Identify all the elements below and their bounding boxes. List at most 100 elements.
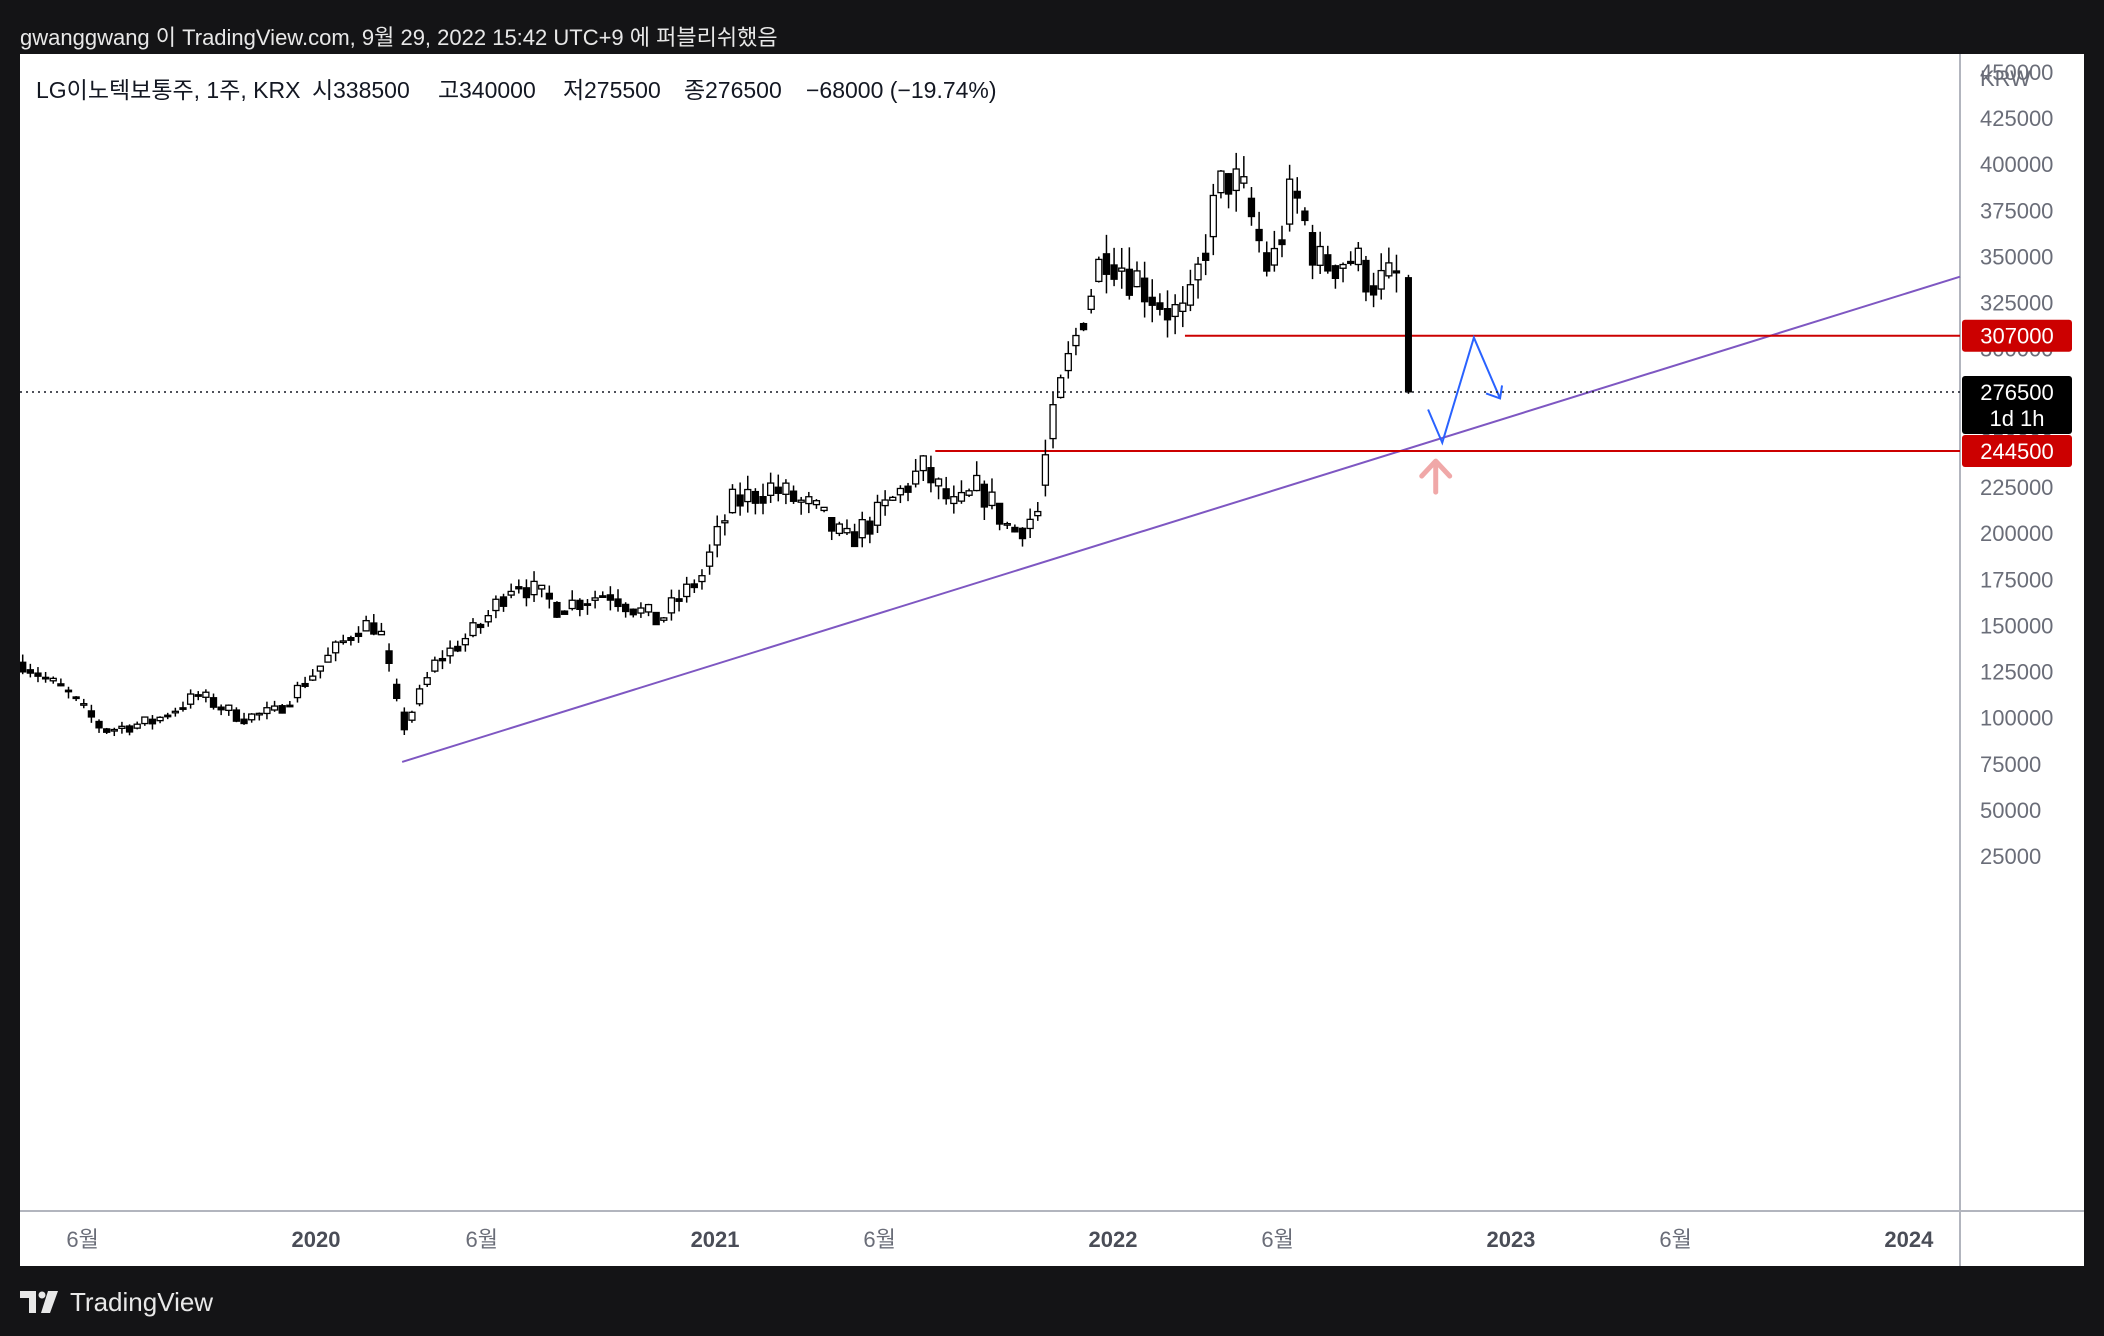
overlay-layer[interactable]: [20, 334, 1960, 495]
bar-timer-label: 1d 1h: [1989, 406, 2044, 431]
candle-body: [1102, 253, 1111, 275]
y-tick-label: 225000: [1980, 475, 2053, 500]
y-tick-label: 425000: [1980, 106, 2053, 131]
candle-body: [736, 494, 744, 507]
candle-body: [522, 587, 531, 599]
candle-body: [1285, 178, 1294, 225]
candle-body: [621, 603, 630, 613]
legend-change: −68000 (−19.74%): [806, 77, 997, 103]
candle-body: [828, 517, 836, 532]
y-tick-label: 125000: [1980, 660, 2053, 685]
candle-body: [1247, 197, 1256, 218]
candle-body: [690, 583, 698, 589]
candle-body: [858, 518, 866, 539]
candle-body: [950, 496, 958, 505]
candle-body: [431, 659, 439, 672]
candle-body: [789, 490, 798, 502]
candle-body: [415, 688, 424, 705]
candle-body: [1156, 302, 1164, 310]
candle-body: [667, 597, 676, 614]
candle-body: [850, 531, 859, 548]
candle-body: [1148, 296, 1156, 306]
x-tick-label: 2022: [1089, 1227, 1138, 1252]
candle-body: [759, 496, 767, 504]
candle-body: [988, 491, 996, 507]
candle-body: [1026, 518, 1034, 530]
candle-body: [1171, 304, 1179, 318]
candle-body: [934, 478, 943, 487]
candle-body: [194, 694, 202, 697]
candle-body: [1217, 170, 1225, 194]
x-tick-label: 6월: [66, 1227, 98, 1252]
candle-body: [1018, 527, 1027, 540]
candle-body: [507, 590, 515, 596]
candle-body: [87, 710, 96, 718]
candle-body: [751, 490, 760, 504]
x-tick-label: 6월: [1659, 1227, 1691, 1252]
candle-body: [805, 496, 813, 505]
candle-body: [835, 523, 843, 535]
candle-body: [454, 645, 462, 652]
y-tick-label: 325000: [1980, 291, 2053, 316]
candle-body: [20, 661, 27, 673]
candle-body: [26, 669, 34, 674]
price-chart[interactable]: KRW 25000 50000 75000 100000 125000 150000 175…: [20, 54, 2084, 1266]
candle-body: [492, 598, 500, 612]
candle-body: [1339, 263, 1347, 269]
candle-body: [171, 710, 180, 714]
candle-body: [72, 696, 80, 700]
candle-body: [95, 720, 103, 729]
candle-body: [576, 599, 584, 610]
candle-body: [797, 499, 805, 503]
y-tick-label: 375000: [1980, 198, 2053, 223]
candle-body: [1140, 277, 1149, 303]
candle-body: [873, 501, 882, 526]
level-badge-label: 307000: [1980, 324, 2053, 349]
candle-body: [1347, 260, 1355, 265]
candle-body: [1072, 334, 1080, 347]
candle-body: [110, 728, 118, 732]
tradingview-logo[interactable]: TradingView: [20, 1286, 213, 1318]
candle-body: [263, 707, 271, 715]
y-tick-label: 175000: [1980, 567, 2053, 592]
candle-body: [1087, 295, 1095, 311]
candle-body: [1232, 168, 1240, 192]
candle-body: [301, 682, 309, 687]
tradingview-brand: TradingView: [70, 1286, 214, 1317]
candle-body: [148, 718, 157, 725]
candle-body: [1179, 302, 1187, 313]
candle-body: [393, 683, 401, 700]
legend-open: 338500: [333, 77, 410, 103]
candle-body: [545, 592, 553, 600]
candle-body: [896, 487, 905, 496]
candle-body: [1270, 247, 1279, 266]
candle-body: [484, 615, 492, 623]
candle-body: [1064, 352, 1072, 372]
candle-body: [400, 711, 408, 731]
candle-body: [942, 488, 950, 500]
candle-body: [270, 705, 279, 711]
candle-body: [1011, 526, 1019, 533]
candle-body: [1354, 247, 1362, 266]
candle-body: [339, 640, 347, 644]
candle-body: [515, 586, 523, 590]
y-tick-label: 100000: [1980, 706, 2053, 731]
candle-body: [1316, 245, 1324, 266]
candle-body: [644, 603, 653, 613]
candle-body: [1202, 252, 1210, 261]
legend-close: 276500: [705, 77, 782, 103]
candle-body: [782, 482, 790, 495]
x-tick-label: 2021: [691, 1227, 740, 1252]
chart-frame[interactable]: KRW 25000 50000 75000 100000 125000 150000 175…: [20, 54, 2084, 1266]
drawings-layer[interactable]: [401, 275, 1961, 763]
candle-body: [331, 641, 340, 654]
candle-body: [1049, 404, 1057, 440]
x-tick-label: 6월: [863, 1227, 895, 1252]
y-tick-label: 200000: [1980, 521, 2053, 546]
publish-header: gwanggwang 이 TradingView.com, 9월 29, 202…: [0, 0, 2104, 54]
candle-body: [599, 595, 607, 598]
last-price-badge: [1962, 375, 2072, 434]
y-tick-label: 450000: [1980, 60, 2053, 85]
legend-low-label: 저: [563, 77, 584, 103]
candle-body: [766, 482, 775, 496]
